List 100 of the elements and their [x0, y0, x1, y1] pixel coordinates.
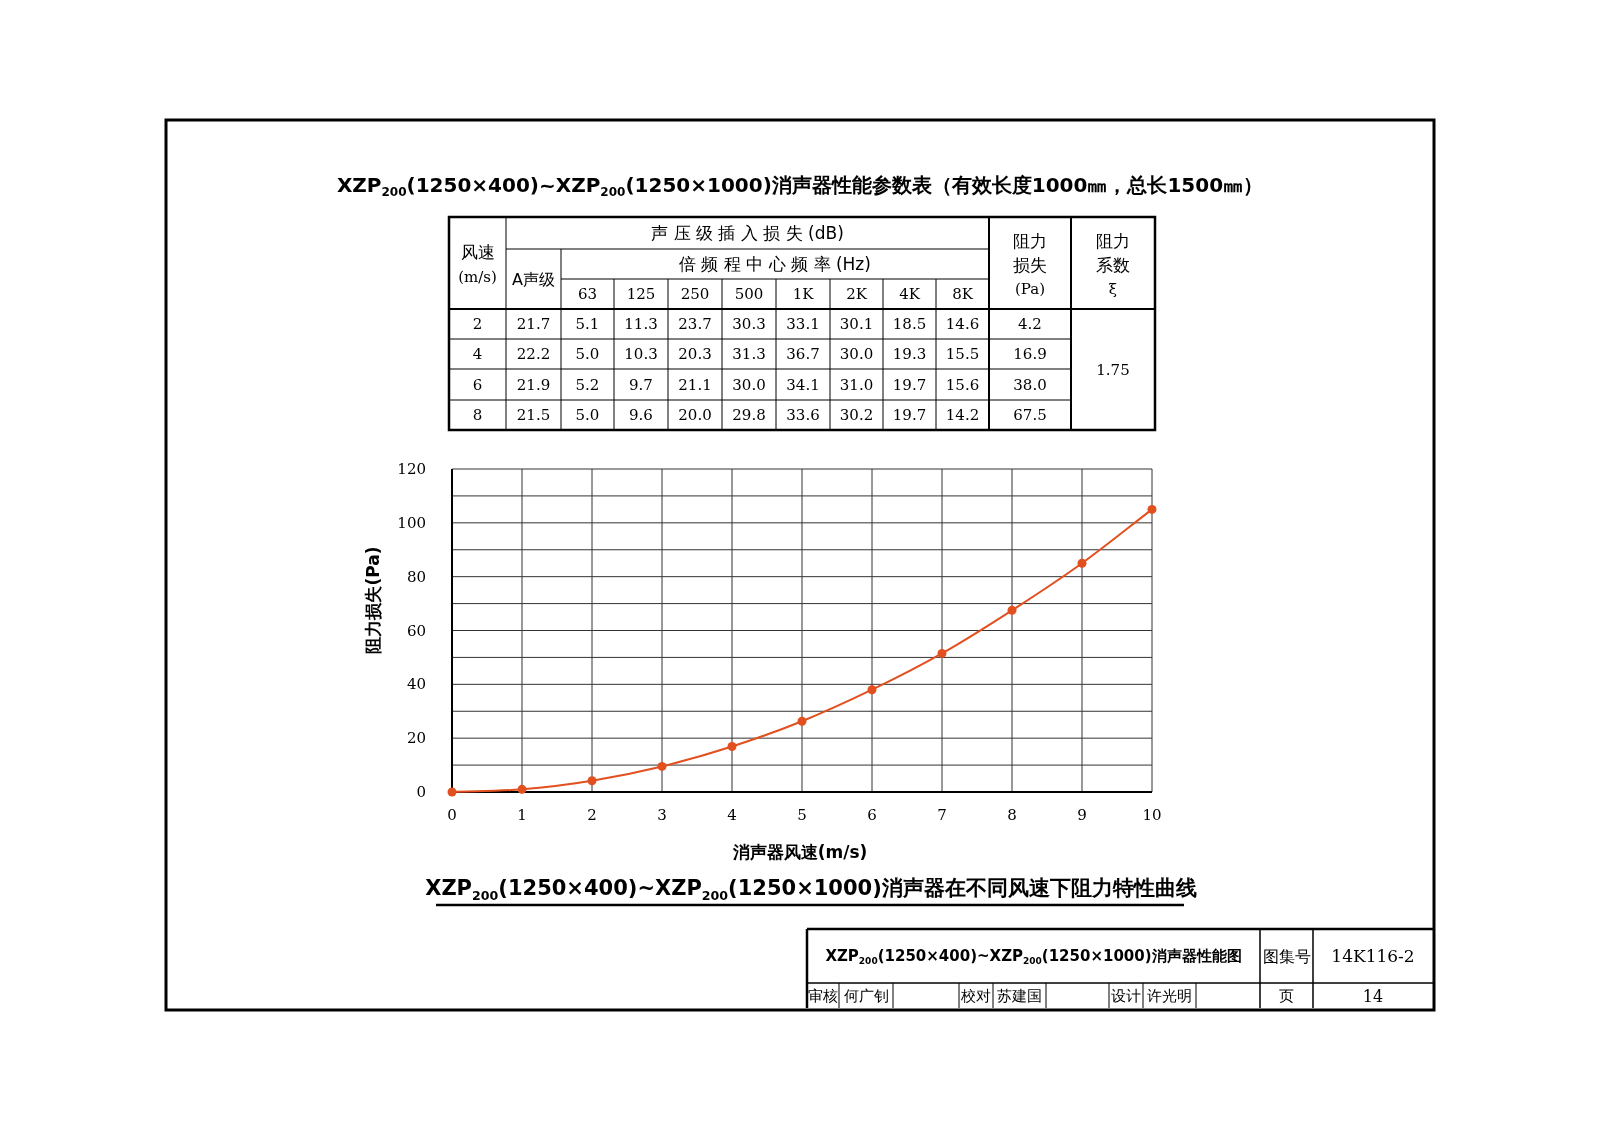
text: 19.7 [892, 406, 927, 424]
text: 15.5 [945, 345, 980, 363]
x-tick-label: 10 [1142, 806, 1162, 824]
x-tick-label: 3 [657, 806, 667, 824]
category-label: 4 [472, 345, 483, 363]
text: 30.0 [839, 345, 874, 363]
text: ξ [1108, 280, 1118, 298]
text: 4.2 [1018, 315, 1042, 333]
text: 21.7 [516, 315, 551, 333]
text: 何广钊 [843, 986, 889, 1005]
x-tick-label: 1 [517, 806, 527, 824]
text: 29.8 [732, 406, 766, 424]
x-tick-label: 2 [587, 806, 597, 824]
text: 22.2 [516, 345, 551, 363]
text: 风速 [460, 242, 495, 262]
category-label: 500 [734, 285, 764, 303]
y-tick-label: 20 [406, 729, 426, 748]
text: 30.1 [839, 315, 874, 333]
point [867, 685, 877, 695]
text: (m/s) [458, 268, 497, 286]
text: 5.1 [575, 315, 600, 333]
y-tick-label: 120 [397, 460, 426, 478]
text: 9.7 [629, 375, 653, 394]
x-tick-label: 5 [797, 806, 807, 824]
text: 阻力 [1013, 231, 1047, 251]
category-label: 6 [472, 375, 483, 394]
text: 15.6 [945, 375, 980, 394]
x-tick-label: 8 [1007, 806, 1017, 824]
text: XZP$_{200}$(1250×400)~XZP$_{200}$(1250×1000)消声器在不同风速下阻力特性曲线 [425, 876, 1197, 903]
x-axis-title: 消声器风速(m/s) [731, 842, 868, 862]
point [587, 776, 597, 786]
text: 损失 [1013, 255, 1047, 275]
y-tick-label: 80 [406, 567, 426, 586]
text: 18.5 [892, 315, 927, 333]
text: 5.2 [575, 375, 600, 394]
y-tick-label: 40 [406, 675, 426, 694]
text: 16.9 [1013, 345, 1047, 363]
category-label: 63 [577, 285, 598, 303]
category-label: 8 [472, 406, 483, 424]
text: 23.7 [678, 315, 712, 333]
category-label: 2K [846, 285, 868, 303]
text: XZP$_{200}$(1250×400)~XZP$_{200}$(1250×1000)消声器性能图 [825, 947, 1242, 966]
category-label: 250 [680, 285, 710, 303]
x-tick-label: 7 [937, 806, 947, 824]
text: 校对 [960, 986, 991, 1005]
y-tick-label: 0 [416, 783, 426, 801]
category-label: 125 [626, 285, 656, 303]
text: 21.5 [516, 406, 551, 424]
text: 1.75 [1096, 360, 1130, 379]
text: 30.2 [839, 406, 874, 424]
text: 31.0 [839, 375, 874, 394]
text: 19.3 [892, 345, 927, 363]
text: 67.5 [1013, 406, 1047, 424]
text: 20.0 [678, 406, 712, 424]
text: 30.0 [732, 375, 766, 394]
text: 9.6 [629, 406, 653, 424]
text: 19.7 [892, 375, 927, 394]
x-tick-label: 6 [867, 806, 877, 824]
text: 审核 [808, 986, 838, 1005]
text: 38.0 [1013, 375, 1047, 394]
text: 31.3 [732, 345, 766, 363]
text: 设计 [1111, 986, 1141, 1005]
x-tick-label: 4 [727, 806, 737, 824]
text: 声 压 级 插 入 损 失 (dB) [651, 223, 844, 243]
point [1077, 558, 1087, 568]
point [1007, 605, 1017, 615]
y-axis-title: 阻力损失(Pa) [363, 546, 383, 654]
text: 33.6 [786, 406, 820, 424]
text: 33.1 [786, 315, 820, 333]
category-label: 1K [792, 285, 815, 303]
text: 阻力 [1096, 231, 1130, 251]
point [727, 742, 737, 752]
text: 系数 [1096, 255, 1130, 275]
text: 许光明 [1147, 986, 1192, 1005]
text: 36.7 [786, 345, 820, 363]
category-label: 2 [472, 315, 483, 333]
category-label: 4K [899, 285, 921, 303]
category-label: 8K [952, 285, 974, 303]
y-tick-label: 100 [397, 513, 426, 532]
text: 页 [1279, 986, 1294, 1005]
text: 30.3 [732, 315, 766, 333]
text: 20.3 [678, 345, 712, 363]
text: XZP$_{200}$(1250×400)~XZP$_{200}$(1250×1000)消声器性能参数表（有效长度1000㎜，总长1500㎜） [336, 173, 1264, 199]
text: 图集号 [1262, 946, 1311, 966]
y-tick-label: 60 [406, 621, 426, 640]
text: A声级 [512, 269, 555, 289]
text: 14K116-2 [1331, 946, 1415, 966]
text: 5.0 [575, 345, 600, 363]
point [517, 784, 527, 794]
text: 21.1 [678, 375, 712, 394]
text: 34.1 [786, 375, 820, 394]
point [657, 761, 667, 771]
text: 苏建国 [997, 986, 1042, 1005]
text: 11.3 [624, 315, 658, 333]
text: 10.3 [624, 345, 658, 363]
point [937, 648, 947, 658]
text: 14.6 [945, 315, 980, 333]
point [797, 716, 807, 726]
text: 14 [1362, 986, 1384, 1005]
x-tick-label: 0 [447, 806, 457, 824]
